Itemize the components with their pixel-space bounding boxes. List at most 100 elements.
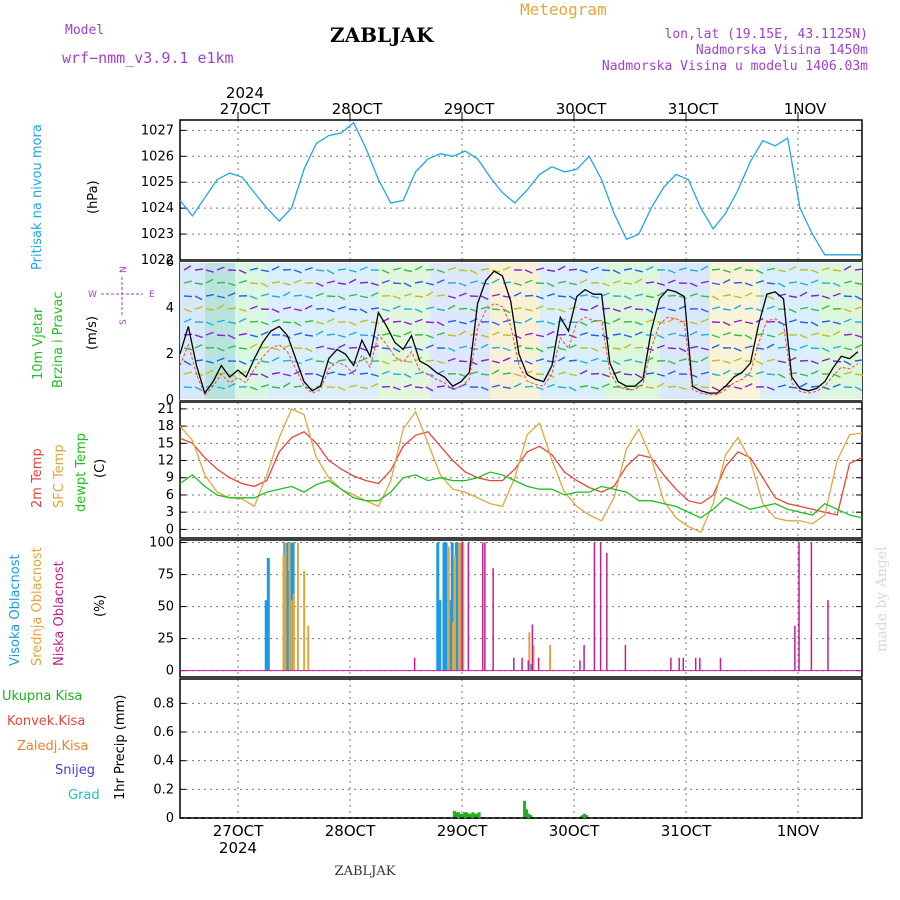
cloud-bar-low [537,657,540,671]
wind-arrow [425,344,434,349]
wind-arrow [645,386,655,389]
wind-arrow [634,293,643,297]
wind-arrow [634,308,644,311]
wind-arrow [854,373,864,376]
wind-arrow [623,358,632,362]
wind-arrow [183,347,192,351]
wind-arrow [271,318,280,323]
wind-arrow [700,318,709,323]
wind-arrow [447,319,457,323]
wind-arrow [513,282,522,287]
wind-arrow [799,291,808,297]
wind-arrow [612,269,621,275]
precip-snow-label: Snijeg [55,763,95,778]
wind-arrow [392,358,401,362]
wind-arrow [689,282,698,288]
wind-arrow [326,269,335,275]
wind-arrow [425,321,435,324]
wind-arrow [227,282,236,287]
wind-arrow [799,321,809,324]
wind-arrow [304,386,313,390]
cloud-bar-low [521,657,523,671]
pressure-ytick-label: 1022 [141,253,174,268]
wind-arrow [557,386,567,389]
wind-arrow [722,308,732,311]
wind-arrow [579,308,589,311]
wind-arrow [579,294,589,297]
wind-arrow [612,333,622,336]
temp-ytick-label: 21 [157,402,174,417]
wind-arrow [491,384,500,388]
precip-bar [527,813,531,818]
wind-arrow [777,384,786,388]
wind-arrow [216,295,225,299]
compass-south: S [119,319,129,325]
cloud-bar-low [694,657,697,671]
cloud-bar-high [444,542,448,671]
wind-arrow [403,293,412,297]
wind-arrow [557,265,566,271]
wind-arrow [216,319,225,323]
wind-arrow [744,307,754,310]
wind-arrow [392,282,402,285]
wind-arrow [777,373,786,379]
wind-arrow [579,269,588,274]
wind-arrow [700,333,710,336]
bottom-date-label: 31OCT [661,822,712,840]
wind-arrow [502,372,512,375]
wind-arrow [337,282,347,285]
wind-arrow [799,382,808,388]
top-date-label: 28OCT [332,100,383,118]
wind-arrow [513,373,522,377]
wind-label-2: Brzina i Pravac [51,291,66,388]
wind-arrow [436,385,446,388]
precip-ytick-label: 0.2 [153,782,174,797]
wind-arrow [183,280,192,284]
wind-arrow [216,347,225,352]
pressure-ytick-label: 1024 [141,201,174,216]
wind-arrow [799,282,808,286]
wind-arrow [216,386,225,390]
cloud-bar-low [678,657,680,671]
wind-arrow [227,334,236,340]
cloud-bar-low [583,644,585,671]
wind-arrow [502,266,511,271]
wind-arrow [392,347,401,353]
wind-arrow [678,386,687,391]
wind-arrow [810,308,819,312]
bottom-date-label: 29OCT [437,822,488,840]
cloud-bar-mid [532,644,535,671]
wind-arrow [568,386,577,392]
wind-arrow [700,265,709,271]
wind-arrow [821,267,830,271]
wind-arrow [271,356,280,362]
wind-arrow [249,305,258,310]
wind-arrow [744,383,753,388]
wind-arrow [579,331,588,336]
wind-arrow [733,319,742,323]
wind-arrow [447,304,456,310]
wind-arrow [513,334,522,340]
wind-arrow [524,317,533,323]
wind-arrow [381,269,390,274]
cloud-bar-high [448,600,452,671]
wind-arrow [854,295,863,301]
wind-arrow [821,334,831,337]
wind-arrow [282,321,292,324]
wind-arrow [359,295,368,299]
wind-arrow [645,356,654,362]
wind-arrow [832,383,841,388]
wind-arrow [667,317,676,323]
temp-series-0 [179,431,863,516]
wind-arrow [711,386,720,392]
wind-arrow [777,321,786,326]
wind-arrow [381,332,390,336]
wind-arrow [700,371,709,375]
cloud-bar-low [484,542,486,671]
wind-arrow [590,357,599,362]
wind-arrow [326,318,335,323]
wind-arrow [656,291,665,297]
top-year-label: 2024 [226,84,264,102]
wind-arrow [491,293,500,297]
wind-arrow [238,308,247,312]
